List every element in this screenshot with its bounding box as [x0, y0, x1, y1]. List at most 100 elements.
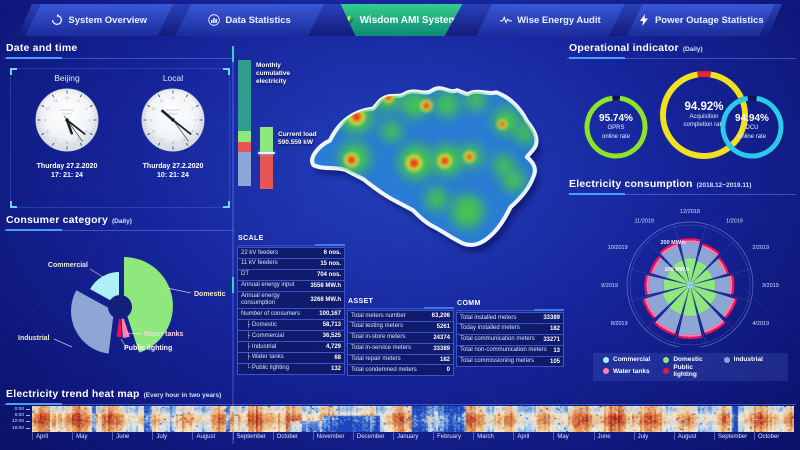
- tab-data-statistics[interactable]: Data Statistics: [175, 4, 323, 36]
- polar-sector[interactable]: [714, 276, 731, 294]
- polar-sector[interactable]: [689, 281, 691, 285]
- polar-sector[interactable]: [722, 298, 735, 318]
- polar-sector[interactable]: [686, 285, 690, 288]
- polar-sector[interactable]: [698, 306, 723, 331]
- polar-sector[interactable]: [701, 245, 719, 256]
- row-label: Total in-store meters: [351, 334, 406, 341]
- polar-sector[interactable]: [687, 285, 691, 289]
- legend-item-industrial[interactable]: Industrial: [723, 356, 778, 363]
- polar-sector[interactable]: [689, 285, 691, 289]
- polar-sector[interactable]: [644, 274, 648, 296]
- legend-item-public-lighting[interactable]: Public lighting: [663, 364, 717, 378]
- polar-sector[interactable]: [653, 258, 672, 278]
- polar-sector[interactable]: [691, 260, 708, 283]
- polar-sector[interactable]: [680, 242, 700, 259]
- row-value: 182: [439, 356, 450, 363]
- pie-slice-domestic[interactable]: [124, 257, 173, 353]
- top-nav: System Overview Data Statistics Wisdom AMI…: [24, 4, 776, 36]
- svg-text:5: 5: [77, 138, 79, 142]
- polar-sector[interactable]: [654, 322, 676, 336]
- polar-sector[interactable]: [724, 298, 738, 319]
- pie-slice-industrial[interactable]: [70, 290, 114, 354]
- scale-table: SCALE 22 kV feeders 6 nos. 11 kV feeders 15…: [237, 234, 345, 375]
- row-value: 105: [549, 358, 560, 365]
- polar-sector[interactable]: [678, 333, 702, 337]
- trend-heatmap-canvas[interactable]: [32, 406, 794, 432]
- bar-segment-top: [238, 60, 251, 131]
- table-title: ASSET: [347, 297, 454, 309]
- polar-sector[interactable]: [648, 275, 665, 295]
- polar-sector[interactable]: [687, 281, 691, 285]
- polar-sector[interactable]: [690, 281, 693, 285]
- polar-sector[interactable]: [716, 258, 727, 275]
- polar-sector[interactable]: [646, 275, 650, 295]
- ring-label: online rate: [601, 133, 631, 140]
- legend-item-water-tanks[interactable]: Water tanks: [603, 368, 657, 375]
- tab-system-overview[interactable]: System Overview: [25, 4, 173, 36]
- polar-sector[interactable]: [690, 284, 694, 286]
- current-load-label: Current load 590.559 kW: [278, 131, 340, 147]
- polar-sector[interactable]: [677, 335, 703, 339]
- tab-wise-energy-audit[interactable]: Wise Energy Audit: [476, 4, 624, 36]
- polar-sector[interactable]: [692, 286, 717, 305]
- polar-sector[interactable]: [669, 287, 689, 315]
- polar-sector[interactable]: [642, 298, 656, 319]
- tab-power-outage-statistics[interactable]: Power Outage Statistics: [627, 4, 775, 36]
- clock-label: Local: [162, 73, 184, 83]
- polar-sector[interactable]: [655, 320, 676, 334]
- polar-sector[interactable]: [690, 285, 693, 289]
- polar-sector[interactable]: [683, 258, 697, 282]
- pie-label: Domestic: [194, 291, 226, 298]
- pie-slice-commercial[interactable]: [90, 272, 119, 305]
- polar-sector[interactable]: [663, 279, 687, 291]
- polar-sector[interactable]: [672, 260, 689, 283]
- polar-sector[interactable]: [693, 279, 716, 291]
- polar-sector[interactable]: [697, 247, 717, 267]
- panel-operational-indicator: Operational indicator (Daily) 95.74% GPRS…: [567, 40, 796, 176]
- tab-wisdom-ami-system[interactable]: Wisdom AMI System: [340, 4, 463, 36]
- month-label: May: [553, 432, 593, 440]
- polar-sector[interactable]: [704, 321, 726, 335]
- polar-sector[interactable]: [651, 257, 662, 274]
- polar-sector[interactable]: [710, 293, 733, 316]
- polar-sector[interactable]: [704, 320, 725, 333]
- polar-sector[interactable]: [679, 238, 701, 242]
- polar-sector[interactable]: [683, 288, 697, 317]
- row-label: Today installed meters: [460, 325, 520, 332]
- panel-title: Operational indicator: [569, 42, 679, 54]
- polar-sector[interactable]: [646, 293, 669, 317]
- polar-sector[interactable]: [686, 282, 690, 286]
- pie-hole: [108, 295, 132, 319]
- polar-sector[interactable]: [649, 255, 661, 274]
- svg-text:11: 11: [160, 99, 164, 103]
- polar-sector[interactable]: [662, 246, 683, 267]
- polar-sector[interactable]: [666, 268, 688, 284]
- row-label: Total in-service meters: [351, 345, 412, 352]
- svg-text:3: 3: [194, 118, 196, 122]
- polar-sector[interactable]: [729, 275, 733, 295]
- polar-sector[interactable]: [660, 244, 679, 256]
- polar-sector[interactable]: [659, 242, 678, 254]
- polar-sector[interactable]: [644, 298, 657, 318]
- current-load-value: 590.559 kW: [278, 139, 314, 147]
- kpi-ring-acquisition: 94.92% Acquisition completion rate: [659, 70, 749, 160]
- polar-sector[interactable]: [731, 275, 735, 295]
- polar-sector[interactable]: [686, 284, 690, 286]
- polar-sector[interactable]: [690, 282, 694, 286]
- polar-sector[interactable]: [679, 240, 701, 244]
- legend-item-commercial[interactable]: Commercial: [603, 356, 657, 363]
- polar-sector[interactable]: [678, 315, 702, 335]
- polar-sector[interactable]: [690, 285, 694, 288]
- polar-sector[interactable]: [707, 260, 725, 279]
- legend-item-domestic[interactable]: Domestic: [663, 356, 717, 363]
- polar-sector[interactable]: [718, 257, 729, 274]
- row-label: Number of consumers: [241, 310, 301, 317]
- asset-table: ASSET Total meters number 63,206 Total tes…: [347, 297, 454, 377]
- polar-sector[interactable]: [656, 307, 682, 332]
- polar-sector[interactable]: [702, 243, 720, 255]
- polar-sector[interactable]: [662, 286, 688, 305]
- region-heat-map[interactable]: [293, 66, 570, 254]
- row-label: Total communication meters: [460, 336, 535, 343]
- polar-sector[interactable]: [692, 269, 713, 284]
- polar-sector[interactable]: [691, 287, 711, 314]
